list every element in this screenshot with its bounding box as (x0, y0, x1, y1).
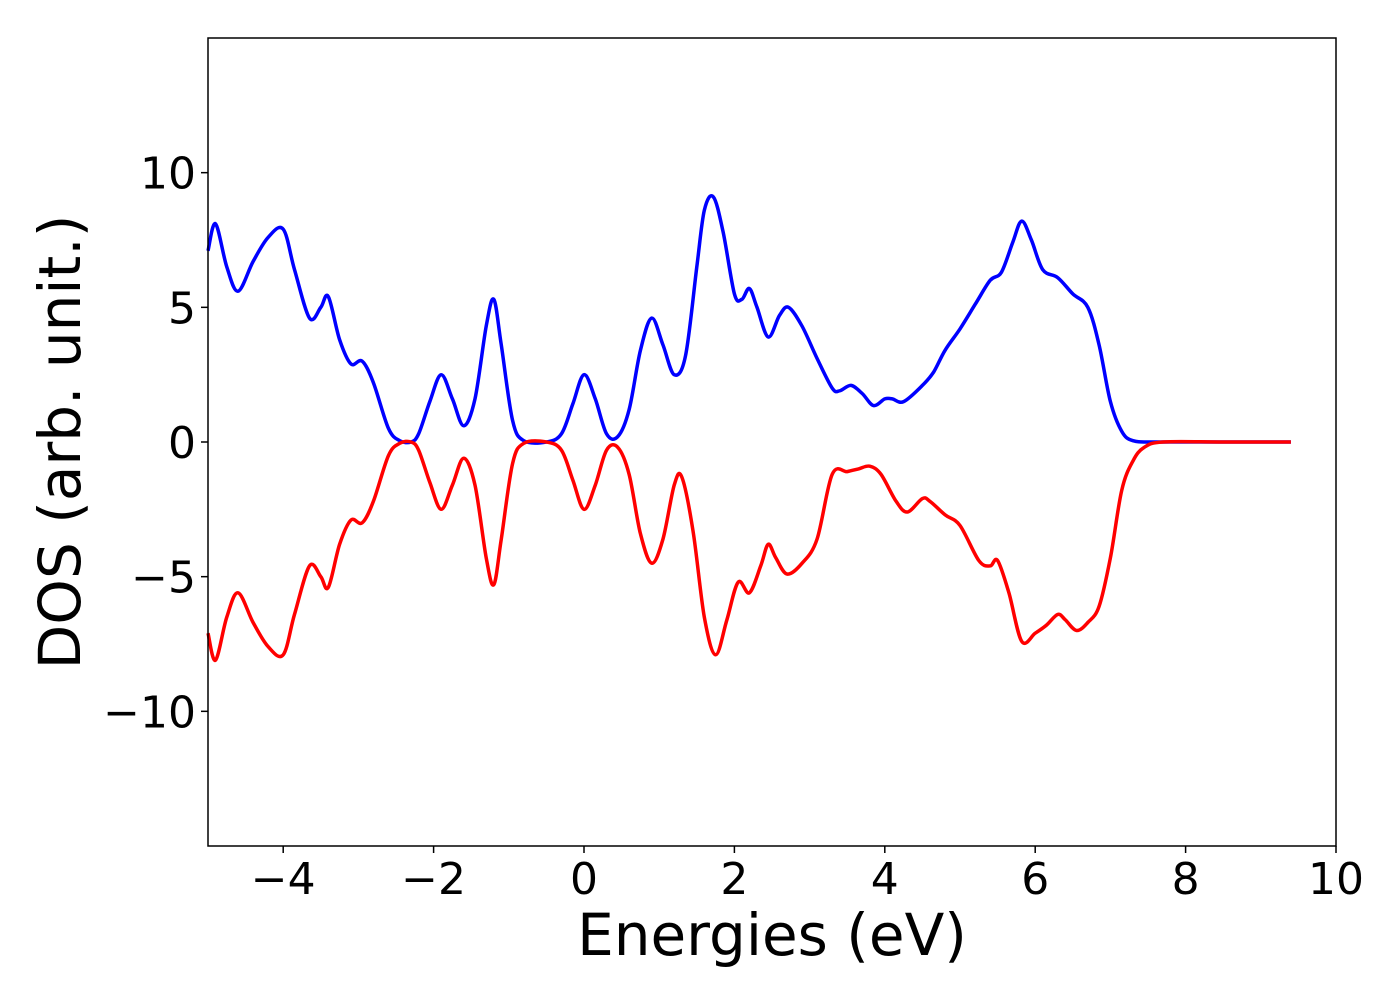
x-tick-label: 2 (720, 854, 748, 905)
y-tick-label: 5 (168, 283, 196, 334)
y-tick-label: 0 (168, 418, 196, 469)
x-tick-label: 6 (1021, 854, 1049, 905)
y-tick-label: −10 (103, 687, 196, 738)
y-tick-label: 10 (140, 149, 196, 200)
series-layer (206, 194, 1291, 662)
x-tick-label: −2 (401, 854, 466, 905)
series-line-1 (206, 439, 1291, 662)
x-tick-label: 0 (570, 854, 598, 905)
y-axis-label: DOS (arb. unit.) (26, 215, 94, 670)
y-axis-ticks: 10 5 0 −5 −10 (103, 149, 208, 738)
x-tick-label: 10 (1308, 854, 1364, 905)
x-tick-label: 8 (1172, 854, 1200, 905)
x-axis-label: Energies (eV) (577, 901, 967, 969)
y-tick-label: −5 (131, 553, 196, 604)
x-axis-ticks: −4 −2 0 2 4 6 8 10 (251, 846, 1364, 905)
series-line-0 (206, 194, 1291, 445)
x-tick-label: −4 (251, 854, 316, 905)
x-tick-label: 4 (871, 854, 899, 905)
